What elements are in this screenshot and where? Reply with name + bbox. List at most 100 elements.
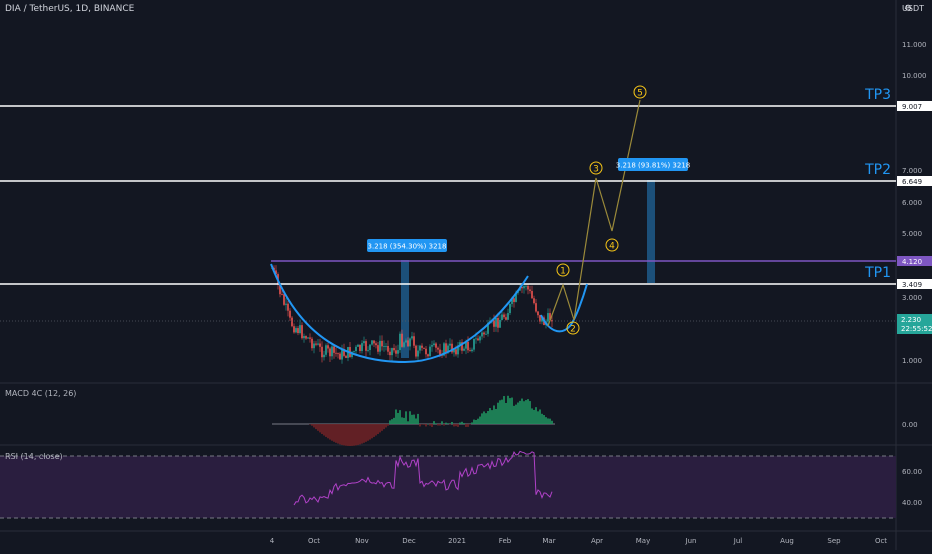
candle-body xyxy=(461,342,463,351)
price-tick: 3.000 xyxy=(902,294,922,302)
candle-body xyxy=(395,350,397,354)
candle-body xyxy=(549,313,551,321)
time-tick: Oct xyxy=(875,537,887,545)
candle-body xyxy=(413,336,415,346)
macd-bar xyxy=(519,400,521,424)
macd-bar xyxy=(443,424,445,426)
candle-body xyxy=(311,338,313,349)
macd-bar xyxy=(381,424,383,431)
bar-countdown: 22:55:52 xyxy=(901,325,932,333)
macd-bar xyxy=(405,411,407,424)
rsi-pane-title[interactable]: RSI (14, close) xyxy=(5,452,63,461)
candle-body xyxy=(501,314,503,320)
macd-bar xyxy=(513,405,515,424)
candle-body xyxy=(275,270,277,275)
macd-bar xyxy=(421,424,423,425)
macd-bar xyxy=(411,414,413,424)
time-tick: May xyxy=(636,537,650,545)
handle-curve[interactable] xyxy=(540,283,588,333)
candle-body xyxy=(433,343,435,346)
measure-box[interactable] xyxy=(647,180,655,283)
time-tick: Aug xyxy=(780,537,794,545)
macd-bar xyxy=(541,413,543,424)
time-axis[interactable]: 4 Oct Nov Dec 2021 Feb Mar Apr May Jun J… xyxy=(270,537,888,545)
wave-label[interactable]: 5 xyxy=(633,85,647,99)
tp3-label[interactable]: TP3 xyxy=(864,87,891,103)
macd-bar xyxy=(523,401,525,424)
macd-bar xyxy=(327,424,329,439)
time-tick: 4 xyxy=(270,537,275,545)
macd-bar xyxy=(517,402,519,424)
macd-bar xyxy=(323,424,325,436)
macd-bar xyxy=(395,409,397,424)
macd-bar xyxy=(353,424,355,446)
candle-body xyxy=(389,351,391,356)
wave-label[interactable]: 4 xyxy=(605,238,619,252)
candle-body xyxy=(479,336,481,341)
measure-label[interactable]: 3.218 (354.30%) 3218 xyxy=(367,239,447,252)
candle-body xyxy=(525,285,527,287)
candle-body xyxy=(521,287,523,289)
measure-label[interactable]: 3.218 (93.81%) 3218 xyxy=(616,158,690,171)
currency-label[interactable]: USDT xyxy=(902,4,924,13)
macd-bar xyxy=(477,418,479,424)
tp2-label[interactable]: TP2 xyxy=(864,162,891,178)
candle-body xyxy=(507,313,509,320)
svg-text:3.218 (354.30%) 3218: 3.218 (354.30%) 3218 xyxy=(368,243,447,251)
macd-bar xyxy=(375,424,377,436)
macd-bar xyxy=(345,424,347,446)
macd-bar xyxy=(317,424,319,431)
macd-bar xyxy=(409,411,411,424)
macd-bar xyxy=(551,420,553,424)
candle-body xyxy=(487,322,489,334)
candle-body xyxy=(305,336,307,339)
macd-bar xyxy=(507,395,509,424)
tp1-label[interactable]: TP1 xyxy=(864,265,891,281)
macd-bar xyxy=(515,404,517,424)
candle-body xyxy=(357,344,359,347)
candle-body xyxy=(453,349,455,353)
macd-bar xyxy=(487,411,489,424)
macd-bar xyxy=(441,421,443,424)
cup-curve[interactable] xyxy=(270,263,529,364)
wave-path[interactable] xyxy=(547,99,641,327)
macd-pane-title[interactable]: MACD 4C (12, 26) xyxy=(5,389,77,398)
candle-body xyxy=(495,317,497,327)
macd-bar xyxy=(503,396,505,424)
price-tick: 5.000 xyxy=(902,230,922,238)
macd-bar xyxy=(545,417,547,424)
macd-bar xyxy=(463,423,465,424)
candle-body xyxy=(407,340,409,347)
macd-bar xyxy=(449,424,451,425)
symbol-title[interactable]: DIA / TetherUS, 1D, BINANCE xyxy=(5,4,135,14)
wave-label[interactable]: 1 xyxy=(556,263,570,277)
wave-label[interactable]: 3 xyxy=(589,161,603,175)
macd-bar xyxy=(535,407,537,424)
candle-body xyxy=(371,340,373,345)
macd-bar xyxy=(465,424,467,427)
macd-bar xyxy=(339,424,341,445)
candle-body xyxy=(445,343,447,353)
svg-text:4: 4 xyxy=(609,242,615,252)
rsi-axis-tick: 60.00 xyxy=(902,468,922,476)
macd-bar xyxy=(319,424,321,433)
time-tick: Sep xyxy=(827,537,841,545)
candle-body xyxy=(499,319,501,328)
macd-bar xyxy=(435,423,437,424)
macd-bar xyxy=(417,413,419,424)
time-tick: Apr xyxy=(591,537,603,545)
candle-body xyxy=(375,343,377,346)
svg-text:5: 5 xyxy=(637,89,643,99)
candle-body xyxy=(373,340,375,344)
measure-box[interactable] xyxy=(401,260,409,358)
candle-body xyxy=(471,349,473,352)
candle-body xyxy=(419,345,421,351)
gear-icon[interactable]: ⚙ xyxy=(904,4,913,14)
macd-bar xyxy=(471,422,473,424)
macd-bar xyxy=(431,424,433,427)
candle-body xyxy=(497,317,499,328)
price-axis[interactable]: 11.000 10.000 9.007 7.000 6.649 6.000 5.… xyxy=(897,41,932,365)
wave-label[interactable]: 2 xyxy=(566,321,580,335)
